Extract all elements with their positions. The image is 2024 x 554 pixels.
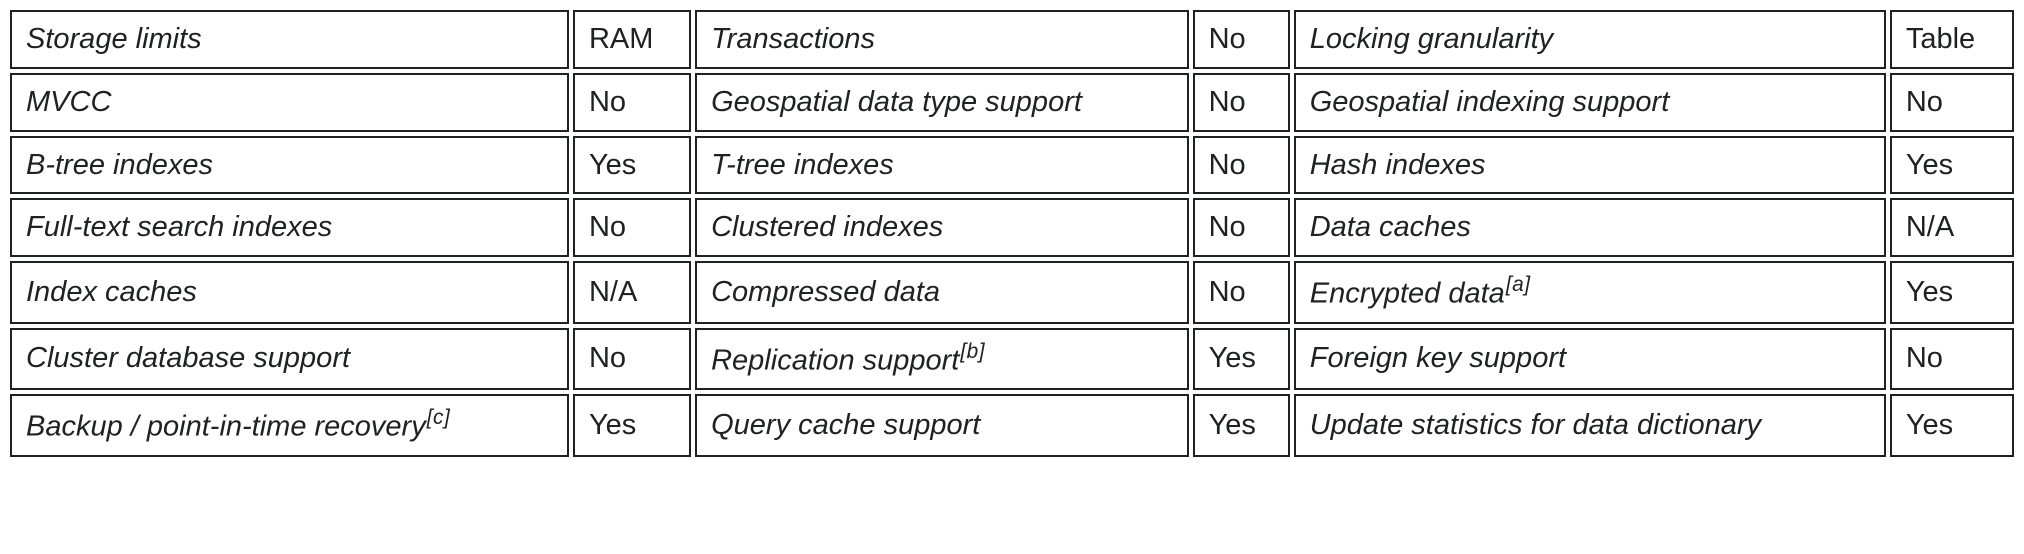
feature-value: Yes xyxy=(1890,261,2014,323)
footnote-marker: [a] xyxy=(1505,273,1531,296)
feature-label-text: T-tree indexes xyxy=(711,149,894,181)
feature-label-text: Hash indexes xyxy=(1310,149,1486,181)
feature-value: No xyxy=(1193,73,1290,132)
table-row: B-tree indexes Yes T-tree indexes No Hash in… xyxy=(10,136,2014,195)
feature-label: Query cache support xyxy=(695,394,1188,456)
table-row: Backup / point-in-time recovery[c]YesQue… xyxy=(10,394,2014,456)
feature-label-text: Encrypted data xyxy=(1310,278,1505,310)
feature-label: B-tree indexes xyxy=(10,136,569,195)
table-row: Full-text search indexes No Clustered inde… xyxy=(10,198,2014,257)
table-row: MVCC No Geospatial data type support No Geos… xyxy=(10,73,2014,132)
feature-value: Table xyxy=(1890,10,2014,69)
feature-value: Yes xyxy=(1890,394,2014,456)
feature-label-text: Cluster database support xyxy=(26,342,350,374)
feature-label-text: Clustered indexes xyxy=(711,211,943,243)
feature-value: No xyxy=(1193,261,1290,323)
feature-label-text: B-tree indexes xyxy=(26,149,213,181)
feature-value: N/A xyxy=(573,261,691,323)
feature-value: N/A xyxy=(1890,198,2014,257)
table-row: Storage limits RAM Transactions No Locking g… xyxy=(10,10,2014,69)
feature-label-text: Replication support xyxy=(711,344,959,376)
feature-label-text: Backup / point-in-time recovery xyxy=(26,411,426,443)
feature-value: RAM xyxy=(573,10,691,69)
feature-value: No xyxy=(1193,10,1290,69)
feature-value: No xyxy=(1890,73,2014,132)
feature-label: Compressed data xyxy=(695,261,1188,323)
feature-value: No xyxy=(1193,198,1290,257)
feature-label: Data caches xyxy=(1294,198,1886,257)
feature-label: Replication support[b] xyxy=(695,328,1188,390)
feature-value: No xyxy=(1193,136,1290,195)
feature-label-text: Storage limits xyxy=(26,23,202,55)
feature-label-text: Compressed data xyxy=(711,276,940,308)
feature-label-text: Geospatial data type support xyxy=(711,86,1082,118)
feature-value: Yes xyxy=(573,394,691,456)
feature-value: No xyxy=(573,198,691,257)
feature-value: Yes xyxy=(1193,328,1290,390)
feature-label-text: Query cache support xyxy=(711,409,980,441)
feature-label: Storage limits xyxy=(10,10,569,69)
feature-value: No xyxy=(573,328,691,390)
table-row: Cluster database supportNoReplication su… xyxy=(10,328,2014,390)
feature-label: Index caches xyxy=(10,261,569,323)
feature-value: No xyxy=(1890,328,2014,390)
feature-label: Transactions xyxy=(695,10,1188,69)
feature-label: T-tree indexes xyxy=(695,136,1188,195)
footnote-marker: [b] xyxy=(959,340,985,363)
feature-label-text: Geospatial indexing support xyxy=(1310,86,1670,118)
feature-label-text: Full-text search indexes xyxy=(26,211,332,243)
feature-label-text: Data caches xyxy=(1310,211,1471,243)
feature-table: Storage limits RAM Transactions No Locking g… xyxy=(6,6,2018,461)
footnote-marker: [c] xyxy=(426,406,451,429)
feature-label-text: Foreign key support xyxy=(1310,342,1566,374)
feature-value: No xyxy=(573,73,691,132)
feature-label-text: Transactions xyxy=(711,23,875,55)
feature-value: Yes xyxy=(573,136,691,195)
feature-value: Yes xyxy=(1890,136,2014,195)
feature-label-text: Locking granularity xyxy=(1310,23,1553,55)
table-row: Index cachesN/ACompressed dataNoEncrypte… xyxy=(10,261,2014,323)
feature-label: MVCC xyxy=(10,73,569,132)
feature-label: Foreign key support xyxy=(1294,328,1886,390)
feature-label: Backup / point-in-time recovery[c] xyxy=(10,394,569,456)
feature-label-text: Update statistics for data dictionary xyxy=(1310,409,1761,441)
feature-label: Update statistics for data dictionary xyxy=(1294,394,1886,456)
feature-label: Geospatial indexing support xyxy=(1294,73,1886,132)
feature-label: Full-text search indexes xyxy=(10,198,569,257)
feature-value: Yes xyxy=(1193,394,1290,456)
feature-label: Encrypted data[a] xyxy=(1294,261,1886,323)
feature-label: Locking granularity xyxy=(1294,10,1886,69)
feature-label: Clustered indexes xyxy=(695,198,1188,257)
feature-label: Geospatial data type support xyxy=(695,73,1188,132)
feature-label-text: MVCC xyxy=(26,86,111,118)
feature-label: Hash indexes xyxy=(1294,136,1886,195)
feature-label-text: Index caches xyxy=(26,276,197,308)
feature-label: Cluster database support xyxy=(10,328,569,390)
